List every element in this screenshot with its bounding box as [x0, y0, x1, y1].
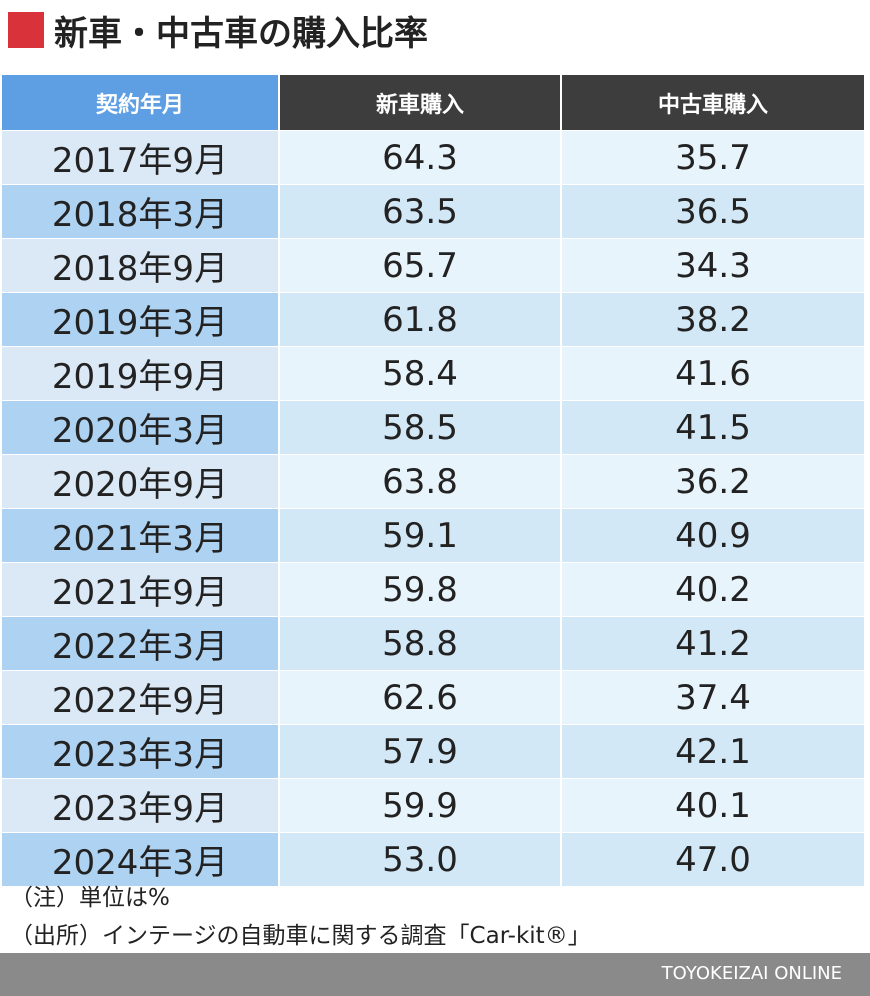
table-cell: 40.2	[562, 562, 864, 616]
table-row: 2021年3月 59.1 40.9	[2, 508, 864, 562]
header-row: 契約年月 新車購入 中古車購入	[2, 75, 864, 130]
table-cell: 37.4	[562, 670, 864, 724]
table-cell: 63.8	[280, 454, 560, 508]
title: 新車・中古車の購入比率	[54, 13, 428, 54]
table-row: 2019年9月 58.4 41.6	[2, 346, 864, 400]
table-cell: 41.5	[562, 400, 864, 454]
column-header: 中古車購入	[562, 75, 864, 130]
table-row: 2019年3月 61.8 38.2	[2, 292, 864, 346]
column-header: 契約年月	[2, 75, 278, 130]
table-row: 2024年3月 53.0 47.0	[2, 832, 864, 886]
table-row: 2017年9月 64.3 35.7	[2, 130, 864, 184]
table-cell: 2018年9月	[2, 238, 278, 292]
table-cell: 34.3	[562, 238, 864, 292]
table-cell: 2018年3月	[2, 184, 278, 238]
table-cell: 40.9	[562, 508, 864, 562]
footer: TOYOKEIZAI ONLINE	[0, 953, 870, 996]
note: （注）単位は%	[10, 885, 170, 911]
table-cell: 35.7	[562, 130, 864, 184]
table-cell: 47.0	[562, 832, 864, 886]
table-cell: 38.2	[562, 292, 864, 346]
table-cell: 2022年9月	[2, 670, 278, 724]
table-cell: 2019年9月	[2, 346, 278, 400]
table-cell: 2023年3月	[2, 724, 278, 778]
table-row: 2018年3月 63.5 36.5	[2, 184, 864, 238]
table-row: 2022年9月 62.6 37.4	[2, 670, 864, 724]
table-row: 2023年9月 59.9 40.1	[2, 778, 864, 832]
table-row: 2023年3月 57.9 42.1	[2, 724, 864, 778]
table-cell: 59.8	[280, 562, 560, 616]
table-row: 2021年9月 59.8 40.2	[2, 562, 864, 616]
table-cell: 65.7	[280, 238, 560, 292]
table-row: 2020年9月 63.8 36.2	[2, 454, 864, 508]
note: （出所）インテージの自動車に関する調査「Car-kit®」	[10, 923, 591, 949]
table-cell: 41.6	[562, 346, 864, 400]
table-cell: 62.6	[280, 670, 560, 724]
table-cell: 41.2	[562, 616, 864, 670]
table-cell: 40.1	[562, 778, 864, 832]
table-cell: 2017年9月	[2, 130, 278, 184]
table-cell: 53.0	[280, 832, 560, 886]
table-cell: 2020年9月	[2, 454, 278, 508]
table-row: 2022年3月 58.8 41.2	[2, 616, 864, 670]
table-cell: 2019年3月	[2, 292, 278, 346]
table-cell: 2021年3月	[2, 508, 278, 562]
table-cell: 2024年3月	[2, 832, 278, 886]
table-cell: 59.9	[280, 778, 560, 832]
table-cell: 58.4	[280, 346, 560, 400]
table-cell: 61.8	[280, 292, 560, 346]
table-cell: 58.5	[280, 400, 560, 454]
credit: TOYOKEIZAI ONLINE	[661, 963, 842, 984]
table-cell: 64.3	[280, 130, 560, 184]
table-cell: 2021年9月	[2, 562, 278, 616]
table-cell: 36.2	[562, 454, 864, 508]
data-table: 契約年月 新車購入 中古車購入 2017年9月 64.3 35.7 2018年3月 63.5…	[0, 75, 866, 886]
table-cell: 59.1	[280, 508, 560, 562]
title-mark	[8, 12, 44, 48]
table-row: 2018年9月 65.7 34.3	[2, 238, 864, 292]
table-cell: 42.1	[562, 724, 864, 778]
table-cell: 63.5	[280, 184, 560, 238]
title-bar: 新車・中古車の購入比率	[8, 8, 428, 54]
table-row: 2020年3月 58.5 41.5	[2, 400, 864, 454]
table-cell: 57.9	[280, 724, 560, 778]
table-cell: 58.8	[280, 616, 560, 670]
table-cell: 2023年9月	[2, 778, 278, 832]
table-cell: 36.5	[562, 184, 864, 238]
table-cell: 2022年3月	[2, 616, 278, 670]
table-cell: 2020年3月	[2, 400, 278, 454]
column-header: 新車購入	[280, 75, 560, 130]
